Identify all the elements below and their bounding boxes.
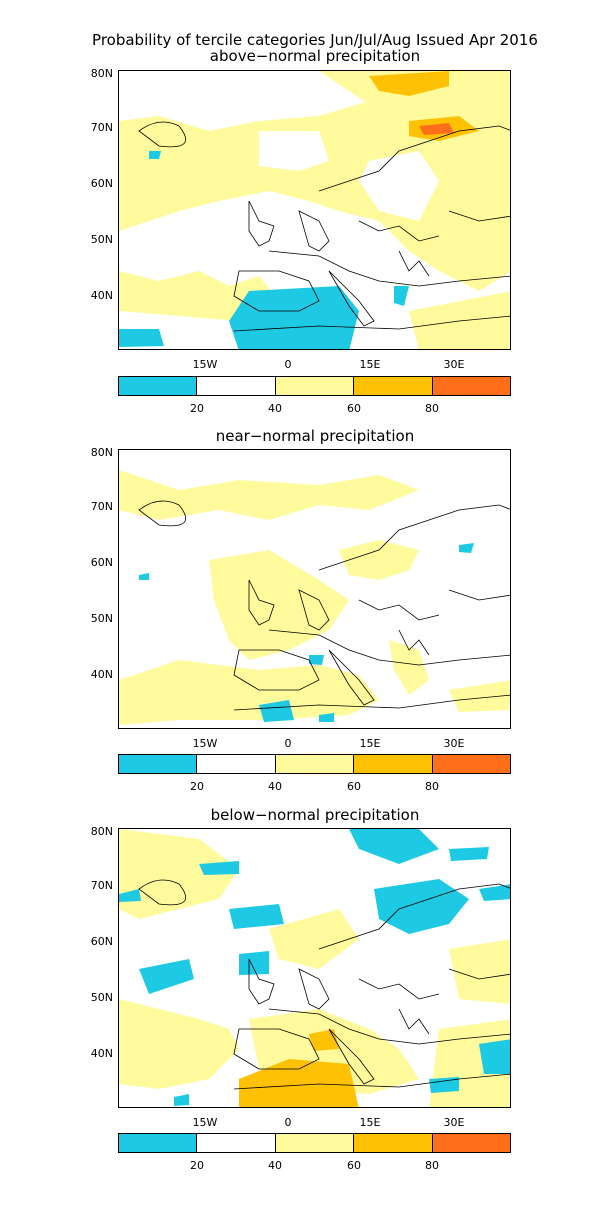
lon-label-30e: 30E — [443, 737, 465, 750]
lon-label-15e: 15E — [359, 358, 381, 371]
lat-label-40n: 40N — [90, 289, 113, 302]
figure-title: Probability of tercile categories Jun/Ju… — [92, 31, 538, 49]
colorbar-segment — [119, 377, 197, 395]
lat-label-80n: 80N — [90, 825, 113, 838]
colorbar-segment — [119, 1134, 197, 1152]
lon-label-0: 0 — [284, 358, 292, 371]
map-near-normal-shading — [119, 470, 510, 725]
colorbar-label-40: 40 — [268, 402, 282, 415]
lon-label-15e: 15E — [359, 1116, 381, 1129]
colorbar-label-20: 20 — [190, 1159, 204, 1172]
lat-label-80n: 80N — [90, 446, 113, 459]
colorbar-label-60: 60 — [347, 780, 361, 793]
colorbar-segment — [431, 377, 511, 395]
panel-title-below: below−normal precipitation — [210, 806, 420, 824]
lat-label-80n: 80N — [90, 67, 113, 80]
map-near-normal — [118, 449, 511, 729]
colorbar-near — [118, 754, 511, 774]
lon-label-0: 0 — [284, 1116, 292, 1129]
colorbar-segment — [274, 755, 354, 773]
colorbar-label-20: 20 — [190, 402, 204, 415]
lon-label-15w: 15W — [192, 737, 218, 750]
map-above-normal — [118, 70, 511, 350]
lat-label-70n: 70N — [90, 121, 113, 134]
colorbar-label-40: 40 — [268, 1159, 282, 1172]
lat-label-60n: 60N — [90, 935, 113, 948]
lat-label-70n: 70N — [90, 879, 113, 892]
lat-label-40n: 40N — [90, 668, 113, 681]
map-below-normal-shading — [119, 829, 510, 1107]
lat-label-70n: 70N — [90, 500, 113, 513]
lat-label-60n: 60N — [90, 177, 113, 190]
colorbar-segment — [274, 1134, 354, 1152]
colorbar-label-80: 80 — [425, 780, 439, 793]
colorbar-label-80: 80 — [425, 402, 439, 415]
lat-label-60n: 60N — [90, 556, 113, 569]
lat-label-50n: 50N — [90, 612, 113, 625]
lat-label-50n: 50N — [90, 991, 113, 1004]
map-above-normal-shading — [119, 71, 510, 349]
panel-title-above: above−normal precipitation — [209, 47, 421, 65]
colorbar-label-80: 80 — [425, 1159, 439, 1172]
panel-title-near: near−normal precipitation — [215, 427, 415, 445]
lon-label-0: 0 — [284, 737, 292, 750]
lon-label-30e: 30E — [443, 358, 465, 371]
colorbar-segment — [196, 755, 275, 773]
colorbar-segment — [431, 1134, 511, 1152]
colorbar-segment — [196, 1134, 275, 1152]
colorbar-segment — [353, 1134, 432, 1152]
colorbar-segment — [196, 377, 275, 395]
map-below-normal — [118, 828, 511, 1108]
colorbar-label-40: 40 — [268, 780, 282, 793]
colorbar-segment — [431, 755, 511, 773]
colorbar-above — [118, 376, 511, 396]
colorbar-label-20: 20 — [190, 780, 204, 793]
colorbar-segment — [353, 377, 432, 395]
colorbar-segment — [119, 755, 197, 773]
colorbar-below — [118, 1133, 511, 1153]
lon-label-15e: 15E — [359, 737, 381, 750]
colorbar-label-60: 60 — [347, 402, 361, 415]
colorbar-segment — [274, 377, 354, 395]
colorbar-label-60: 60 — [347, 1159, 361, 1172]
lat-label-50n: 50N — [90, 233, 113, 246]
lon-label-15w: 15W — [192, 1116, 218, 1129]
lat-label-40n: 40N — [90, 1047, 113, 1060]
lon-label-30e: 30E — [443, 1116, 465, 1129]
lon-label-15w: 15W — [192, 358, 218, 371]
colorbar-segment — [353, 755, 432, 773]
